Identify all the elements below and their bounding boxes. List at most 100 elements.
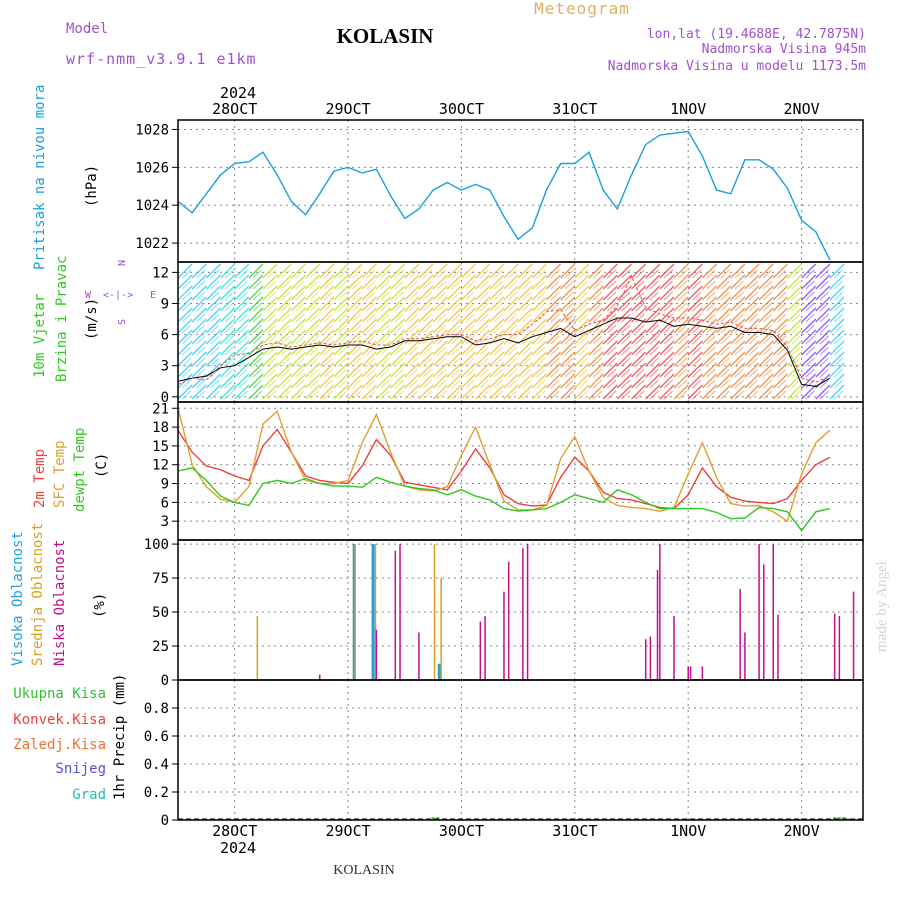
wind-barb xyxy=(815,285,831,301)
wind-barb xyxy=(309,346,319,356)
wind-barb xyxy=(692,335,702,345)
wind-barb xyxy=(507,269,518,279)
wind-barb xyxy=(730,296,746,312)
wind-barb xyxy=(635,313,645,323)
wind-barb xyxy=(205,274,221,290)
wind-barb xyxy=(408,291,418,301)
wind-barb xyxy=(475,384,491,400)
wind-barb xyxy=(819,379,829,389)
wind-barb xyxy=(347,285,363,301)
wind-barb xyxy=(319,296,335,312)
wind-barb xyxy=(323,302,333,312)
wind-barb xyxy=(701,329,718,345)
wind-barb xyxy=(295,379,305,389)
cloud-unit: (%) xyxy=(92,593,108,618)
top-year-label: 2024 xyxy=(220,84,256,102)
wind-barb xyxy=(252,368,262,378)
wind-barb xyxy=(394,368,404,378)
wind-barb xyxy=(758,329,774,345)
wind-barb xyxy=(631,329,647,345)
wind-barb xyxy=(602,285,618,301)
wind-barb xyxy=(177,274,193,290)
wind-barb xyxy=(252,379,262,389)
wind-barb xyxy=(323,368,333,378)
wind-barb xyxy=(786,373,803,389)
wind-barb xyxy=(248,307,264,323)
wind-barb xyxy=(408,335,418,345)
wind-barb xyxy=(687,373,703,389)
bar-mark xyxy=(777,614,779,680)
wind-barb xyxy=(720,269,730,279)
wind-barb xyxy=(220,307,236,323)
wind-barb xyxy=(493,346,503,356)
wind-barb xyxy=(503,384,519,400)
wind-barb xyxy=(531,384,547,400)
wind-barb xyxy=(361,318,377,334)
wind-barb xyxy=(588,384,604,400)
wind-barb xyxy=(687,329,703,345)
wind-barb xyxy=(281,335,291,345)
wind-barb xyxy=(574,307,590,323)
wind-barb xyxy=(677,291,688,301)
wind-barb xyxy=(522,280,532,290)
wind-barb xyxy=(375,285,392,301)
wind-barb xyxy=(801,351,817,367)
wind-barb xyxy=(536,302,546,312)
y-tick-label: 6 xyxy=(161,495,169,511)
wind-barb xyxy=(394,357,404,367)
wind-barb xyxy=(635,302,645,312)
wind-barb xyxy=(649,291,659,301)
wind-barb xyxy=(309,291,319,301)
wind-barb xyxy=(517,296,533,312)
y-tick-label: 0.2 xyxy=(144,785,169,801)
wind-barb xyxy=(758,274,774,290)
wind-barb xyxy=(635,357,645,367)
wind-barb xyxy=(361,296,377,312)
wind-barb xyxy=(295,302,305,312)
wind-barb xyxy=(460,296,477,312)
wind-barb xyxy=(522,390,532,400)
wind-barb xyxy=(191,351,207,367)
wind-barb xyxy=(522,291,532,301)
wind-barb xyxy=(479,357,489,367)
wind-barb xyxy=(659,384,675,400)
wind-barb xyxy=(772,329,788,345)
wind-barb xyxy=(706,335,716,345)
wind-barb xyxy=(801,384,817,400)
wind-barb xyxy=(744,351,760,367)
wind-barb xyxy=(517,285,533,301)
wind-barb xyxy=(347,351,363,367)
wind-barb xyxy=(347,274,363,290)
wind-barb xyxy=(347,373,363,389)
wind-barb xyxy=(266,357,277,367)
wind-barb xyxy=(786,296,803,312)
wind-barb xyxy=(522,302,532,312)
wind-barb xyxy=(220,373,236,389)
wind-barb xyxy=(546,263,562,279)
wind-barb xyxy=(659,285,675,301)
wind-barb xyxy=(347,362,363,378)
wind-barb xyxy=(645,285,661,301)
wind-barb xyxy=(546,351,562,367)
wind-barb xyxy=(772,296,788,312)
wind-barb xyxy=(536,390,546,400)
wind-barb xyxy=(762,390,773,400)
wind-barb xyxy=(720,357,730,367)
wind-barb xyxy=(507,357,518,367)
wind-barb xyxy=(687,307,703,323)
wind-unit: (m/s) xyxy=(84,298,100,340)
wind-barb xyxy=(645,340,661,356)
series-line-2m-temp xyxy=(177,428,831,510)
wind-barb xyxy=(517,318,533,334)
wind-barb xyxy=(446,274,462,290)
wind-barb xyxy=(290,307,307,323)
series-line-sfc-temp xyxy=(177,408,831,523)
wind-barb xyxy=(262,285,278,301)
wind-barb xyxy=(493,313,503,323)
wind-barb xyxy=(224,357,234,367)
wind-barb xyxy=(706,313,716,323)
wind-barb xyxy=(295,390,305,400)
wind-barb xyxy=(687,285,703,301)
wind-barb xyxy=(375,362,392,378)
